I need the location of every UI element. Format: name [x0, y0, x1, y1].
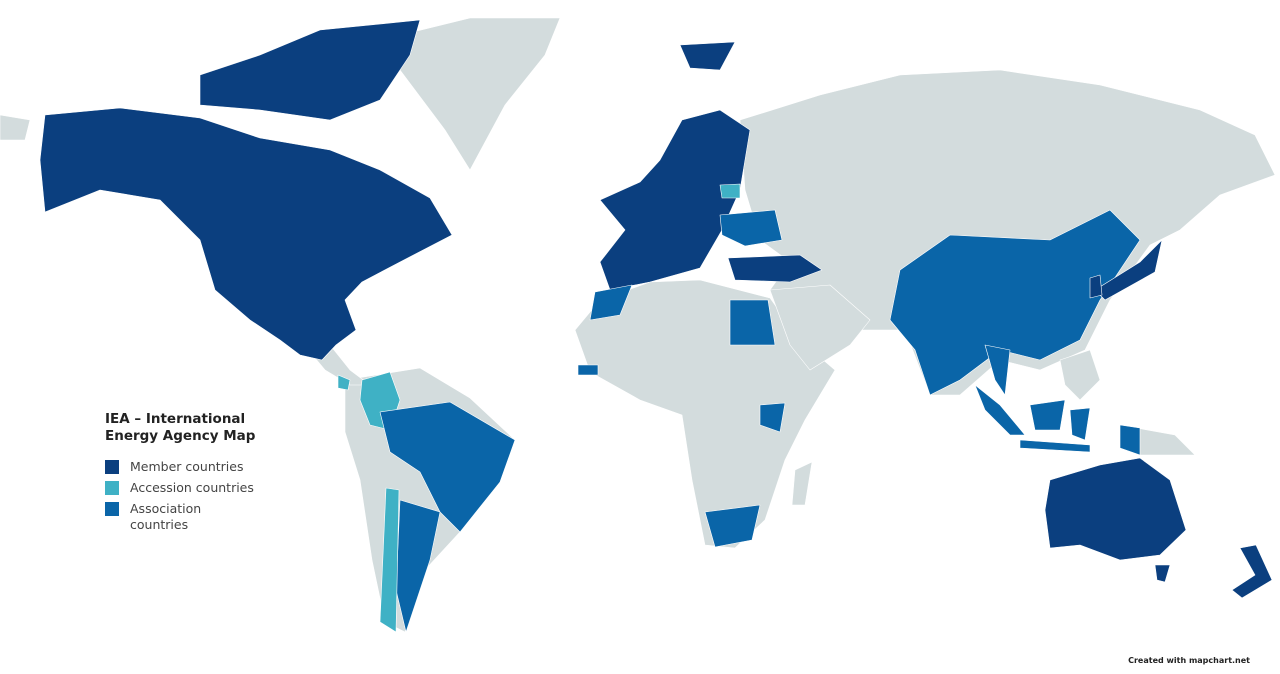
- region-chile: [379, 487, 400, 633]
- region-senegal: [577, 364, 599, 376]
- legend-swatch-association: [105, 502, 119, 516]
- legend-swatch-member: [105, 460, 119, 474]
- legend-label: Accession countries: [130, 480, 254, 495]
- region-indonesia-java: [1019, 439, 1091, 453]
- region-costa-rica: [337, 374, 351, 391]
- region-morocco: [589, 284, 633, 321]
- region-southeast-asia-rest: [1059, 349, 1101, 401]
- credit-text: Created with mapchart.net: [1128, 656, 1250, 665]
- legend-swatch-accession: [105, 481, 119, 495]
- region-south-africa: [704, 504, 761, 548]
- region-brazil: [379, 401, 516, 533]
- region-africa: [574, 279, 836, 549]
- region-indonesia-sumatra: [974, 384, 1026, 436]
- region-svalbard: [679, 41, 736, 71]
- region-canadian-arctic: [199, 19, 421, 121]
- region-australia: [1044, 457, 1187, 561]
- region-greenland: [379, 17, 561, 171]
- region-madagascar: [791, 461, 813, 506]
- legend-item-association: Association countries: [105, 501, 275, 533]
- legend-label: Association countries: [130, 501, 202, 532]
- region-middle-east: [769, 284, 871, 371]
- region-alaska-west-tip: [0, 114, 31, 141]
- region-egypt: [729, 299, 776, 346]
- region-ukraine: [719, 209, 783, 247]
- region-indonesia-papua: [1119, 424, 1141, 456]
- region-kenya: [759, 402, 786, 433]
- region-japan: [1094, 239, 1163, 301]
- region-north-america: [39, 107, 453, 361]
- region-thailand: [984, 344, 1011, 396]
- region-indonesia-borneo: [1029, 399, 1066, 431]
- region-china-india: [889, 209, 1141, 396]
- region-new-zealand: [1231, 544, 1273, 599]
- region-korea: [1089, 274, 1103, 299]
- region-europe: [599, 109, 751, 291]
- region-argentina: [395, 499, 441, 633]
- legend: IEA – International Energy Agency Map Me…: [105, 411, 275, 538]
- legend-label: Member countries: [130, 459, 244, 474]
- region-tasmania: [1154, 564, 1171, 583]
- region-turkey: [727, 254, 823, 283]
- legend-item-member: Member countries: [105, 459, 275, 475]
- region-lithuania: [719, 183, 741, 199]
- legend-item-accession: Accession countries: [105, 480, 275, 496]
- map-title: IEA – International Energy Agency Map: [105, 411, 256, 444]
- region-indonesia-sulawesi: [1069, 407, 1091, 441]
